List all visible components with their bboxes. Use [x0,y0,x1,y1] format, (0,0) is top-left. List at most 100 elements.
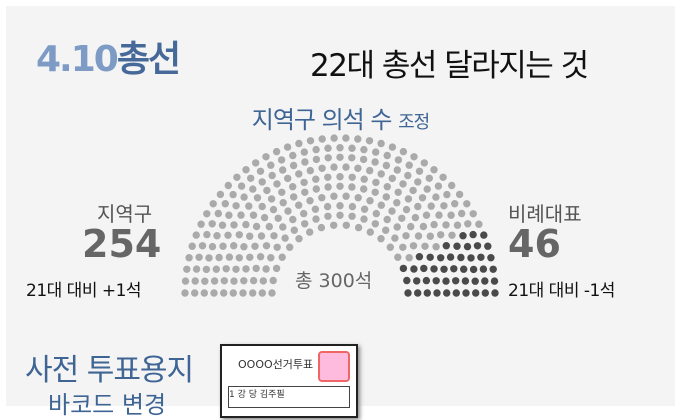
seat-dot-proportional [461,277,470,285]
seat-dot-district [366,197,374,205]
seat-dot-district [200,289,208,297]
seat-dot-district [301,158,309,166]
seat-dot-district [192,231,200,239]
seat-dot-district [411,213,420,222]
seat-dot-district [464,220,472,228]
seat-dot-district [225,253,234,261]
seat-dot-district [183,265,191,273]
seat-dot-district [388,174,396,183]
seat-dot-district [270,232,278,240]
seat-dot-proportional [442,277,450,285]
section-title-suffix: 조정 [398,112,430,133]
seat-dot-district [262,153,270,161]
seat-dot-district [393,166,401,174]
seat-dot-district [192,265,201,273]
seat-dot-district [399,180,407,188]
ballot-section-subtitle: 바코드 변경 [48,391,167,419]
seat-dot-district [388,207,396,215]
seat-dot-district [330,163,338,171]
seat-dot-district [240,277,248,285]
seat-dot-district [455,190,464,199]
seat-dot-district [279,166,287,174]
seat-dot-district [475,220,483,228]
seat-dot-district [220,289,228,297]
seat-dot-district [301,220,309,228]
seat-dot-district [318,164,326,172]
seat-dot-district [259,277,267,285]
total-seats-label: 총 300석 [295,270,373,292]
seat-dot-district [220,277,228,285]
seat-dot-district [311,205,320,213]
seat-dot-district [402,205,411,214]
seat-dot-district [300,148,308,156]
seat-dot-district [420,159,428,167]
seat-dot-district [448,181,456,190]
seat-dot-district [218,221,227,229]
seat-dot-proportional [404,289,412,297]
seat-dot-district [324,154,332,162]
seat-dot-district [272,264,281,273]
seat-dot-district [191,289,199,297]
seat-dot-district [348,173,356,181]
seat-dot-district [393,223,401,231]
seat-dot-district [360,205,369,213]
seat-dot-district [274,214,282,222]
seat-dot-district [440,202,448,210]
seat-dot-proportional [420,264,428,273]
district-label: 지역구 [97,202,153,226]
proportional-comparison: 21대 대비 -1석 [508,281,615,301]
seat-dot-district [213,232,221,240]
seat-dot-district [437,231,445,239]
seat-dot-district [324,173,332,181]
seat-dot-district [360,175,368,183]
seat-dot-district [427,202,435,210]
seat-dot-district [240,193,248,201]
seat-dot-district [181,289,189,297]
seat-dot-district [256,167,265,175]
seat-dot-district [430,220,438,229]
seat-dot-district [388,143,397,151]
seat-dot-proportional [433,289,441,297]
seat-dot-proportional [422,276,431,285]
seat-dot-district [191,277,199,285]
seat-dot-district [284,207,292,215]
seat-dot-district [377,235,385,243]
seat-dot-district [252,264,260,273]
seat-dot-district [235,254,243,262]
seat-dot-district [394,156,403,164]
seat-dot-proportional [480,231,488,239]
seat-dot-district [394,188,402,196]
seat-dot-district [202,265,211,274]
seat-dot-district [251,242,259,250]
seat-dot-district [469,210,477,218]
seat-dot-district [330,134,338,142]
seat-dot-district [242,265,250,273]
section-title: 지역구 의석 수 조정 [0,100,681,135]
seat-dot-district [215,253,223,262]
seat-dot-proportional [469,265,478,274]
seat-dot-district [372,209,380,218]
seat-dot-district [394,253,402,261]
seat-dot-district [289,161,298,170]
seat-dot-district [233,173,241,181]
seat-dot-proportional [452,277,460,285]
seat-dot-district [245,202,253,210]
seat-dot-district [371,188,379,196]
seat-dot-district [421,242,429,250]
seat-dot-district [399,243,407,251]
seat-dot-district [366,228,374,236]
seat-dot-district [268,289,276,297]
seat-dot-district [425,174,433,182]
seat-dot-district [348,144,356,152]
seat-dot-district [205,254,213,262]
seat-dot-district [224,231,232,239]
proportional-value: 46 [508,222,561,266]
seat-dot-proportional [490,277,499,285]
seat-dot-district [262,242,271,250]
seat-dot-district [283,143,292,151]
seat-dot-district [289,183,297,191]
seat-dot-district [273,243,281,251]
seat-dot-district [404,171,412,180]
seat-dot-district [336,211,344,219]
seat-dot-district [398,214,406,222]
